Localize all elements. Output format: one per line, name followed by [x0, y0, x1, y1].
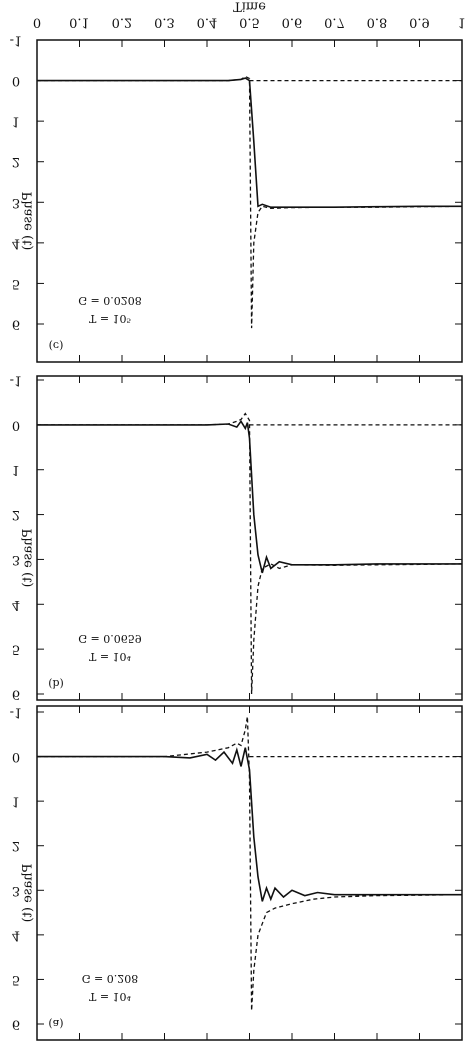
x-axis-label: Time — [233, 0, 266, 14]
y-tick-label: 6 — [12, 687, 20, 702]
annotation: G = 0.0208 — [78, 294, 142, 307]
x-tick-label: 0.4 — [197, 15, 218, 30]
y-axis-label: Phase (t) — [21, 192, 36, 251]
y-tick-label: 1 — [12, 114, 20, 129]
y-tick-label: 2 — [12, 838, 20, 853]
panel-label: (b) — [48, 677, 64, 690]
dashed-line — [37, 412, 463, 695]
x-tick-label: 0.3 — [154, 15, 175, 30]
y-tick-label: 4 — [12, 597, 20, 612]
y-tick-label: 3 — [12, 883, 20, 898]
y-tick-label: 0 — [12, 417, 20, 432]
annotation: T = 10⁵ — [89, 312, 131, 325]
y-tick-label: 2 — [12, 507, 20, 522]
x-tick-label: 0.2 — [112, 15, 133, 30]
y-tick-label: 0 — [12, 73, 20, 88]
dashed-line — [37, 716, 463, 1011]
x-tick-label: 0.1 — [69, 15, 90, 30]
y-axis-label: Phase (t) — [21, 529, 36, 588]
y-tick-label: 1 — [12, 794, 20, 809]
y-tick-label: -1 — [10, 373, 23, 388]
solid-line — [37, 747, 462, 902]
y-tick-label: 4 — [12, 927, 20, 942]
x-tick-label: 0 — [33, 15, 41, 30]
dashed-line — [37, 75, 463, 329]
y-tick-label: -1 — [10, 705, 23, 720]
y-tick-label: 0 — [12, 749, 20, 764]
x-tick-label: 0.5 — [239, 15, 260, 30]
x-tick-label: 0.8 — [367, 15, 388, 30]
x-tick-label: 0.9 — [409, 15, 430, 30]
annotation: G = 0.208 — [82, 972, 139, 985]
y-tick-label: 1 — [12, 462, 20, 477]
y-tick-label: 6 — [12, 317, 20, 332]
y-tick-label: -1 — [10, 33, 23, 48]
y-tick-label: 5 — [12, 276, 20, 291]
y-tick-label: 3 — [12, 195, 20, 210]
x-tick-label: 1 — [458, 15, 466, 30]
y-axis-label: Phase (t) — [21, 864, 36, 923]
y-tick-label: 5 — [12, 642, 20, 657]
y-tick-label: 4 — [12, 235, 20, 250]
x-tick-label: 0.7 — [324, 15, 345, 30]
x-tick-label: 0.6 — [282, 15, 303, 30]
panel-label: (c) — [49, 339, 64, 352]
annotation: T = 10⁴ — [89, 650, 132, 663]
y-tick-label: 3 — [12, 552, 20, 567]
y-tick-label: 2 — [12, 154, 20, 169]
y-tick-label: 5 — [12, 972, 20, 987]
annotation: G = 0.0659 — [78, 632, 142, 645]
annotation: T = 10⁴ — [89, 990, 132, 1003]
panel-label: (a) — [48, 1017, 63, 1030]
y-tick-label: 6 — [12, 1017, 20, 1032]
